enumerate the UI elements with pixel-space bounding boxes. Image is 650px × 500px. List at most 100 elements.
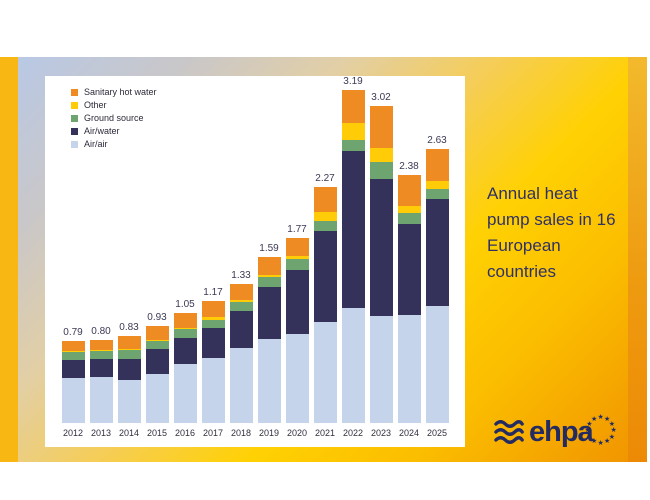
bar-total-label: 1.77 <box>287 224 307 235</box>
bar-total-label: 3.19 <box>343 76 363 87</box>
x-axis-label-2020: 2020 <box>286 428 308 438</box>
legend-label: Other <box>84 100 107 110</box>
legend-swatch-icon <box>71 128 78 135</box>
x-axis-label-2017: 2017 <box>202 428 224 438</box>
card-right-orange-strip <box>628 57 647 462</box>
eu-stars-circle-icon: ★ ★ ★ ★ ★ ★ ★ ★ ★ ★ ★ ★ <box>583 412 619 448</box>
x-axis-label-2023: 2023 <box>370 428 392 438</box>
segment-air-water-2023 <box>369 179 393 316</box>
segment-other-2016 <box>173 328 197 329</box>
bar-total-label: 3.02 <box>371 92 391 103</box>
segment-air-water-2015 <box>145 349 169 374</box>
x-axis-label-2015: 2015 <box>146 428 168 438</box>
triple-wave-icon <box>494 420 524 444</box>
segment-ground-source-2014 <box>117 350 141 359</box>
bar-total-label: 0.80 <box>91 326 111 337</box>
bar-total-label: 1.05 <box>175 299 195 310</box>
bar-2019: 1.59 <box>255 76 283 423</box>
segment-sanitary-hot-water-2020 <box>285 238 309 256</box>
bar-2022: 3.19 <box>339 76 367 423</box>
segment-ground-source-2019 <box>257 277 281 287</box>
segment-air-water-2020 <box>285 270 309 334</box>
bar-2024: 2.38 <box>395 76 423 423</box>
x-axis-label-2021: 2021 <box>314 428 336 438</box>
segment-ground-source-2022 <box>341 140 365 151</box>
segment-other-2018 <box>229 300 253 302</box>
segment-other-2023 <box>369 148 393 162</box>
segment-sanitary-hot-water-2018 <box>229 284 253 300</box>
legend-label: Ground source <box>84 113 144 123</box>
segment-sanitary-hot-water-2017 <box>201 301 225 317</box>
segment-other-2015 <box>145 340 169 341</box>
segment-air-water-2016 <box>173 338 197 364</box>
segment-air-water-2019 <box>257 287 281 339</box>
bar-2023: 3.02 <box>367 76 395 423</box>
star-icon: ★ <box>584 427 591 434</box>
segment-air-water-2014 <box>117 359 141 380</box>
segment-air-water-2024 <box>397 224 421 315</box>
legend-swatch-icon <box>71 102 78 109</box>
segment-other-2012 <box>61 351 85 352</box>
bar-2017: 1.17 <box>199 76 227 423</box>
segment-ground-source-2012 <box>61 352 85 360</box>
segment-other-2019 <box>257 275 281 277</box>
segment-other-2025 <box>425 181 449 189</box>
segment-air-water-2021 <box>313 231 337 322</box>
segment-sanitary-hot-water-2014 <box>117 336 141 349</box>
segment-ground-source-2023 <box>369 162 393 179</box>
segment-sanitary-hot-water-2023 <box>369 106 393 148</box>
segment-ground-source-2024 <box>397 213 421 224</box>
star-icon: ★ <box>604 415 611 423</box>
bar-total-label: 1.59 <box>259 243 279 254</box>
segment-air-air-2016 <box>173 364 197 423</box>
bar-2025: 2.63 <box>423 76 451 423</box>
legend-swatch-icon <box>71 115 78 122</box>
bar-2016: 1.05 <box>171 76 199 423</box>
star-icon: ★ <box>586 433 593 441</box>
bar-total-label: 1.33 <box>231 270 251 281</box>
segment-air-water-2018 <box>229 311 253 348</box>
segment-sanitary-hot-water-2021 <box>313 187 337 212</box>
bar-2014: 0.83 <box>115 76 143 423</box>
bar-total-label: 0.93 <box>147 312 167 323</box>
infographic-card: Sanitary hot water Other Ground source Air/… <box>0 57 647 462</box>
x-axis-label-2024: 2024 <box>398 428 420 438</box>
x-axis-label-2022: 2022 <box>342 428 364 438</box>
legend-label: Sanitary hot water <box>84 87 157 97</box>
segment-air-air-2022 <box>341 308 365 423</box>
chart-legend: Sanitary hot water Other Ground source Air/… <box>71 88 157 149</box>
segment-other-2021 <box>313 212 337 221</box>
segment-ground-source-2013 <box>89 351 113 359</box>
bar-total-label: 0.79 <box>63 327 83 338</box>
bar-total-label: 2.27 <box>315 173 335 184</box>
segment-air-water-2013 <box>89 359 113 377</box>
star-icon: ★ <box>608 420 616 428</box>
legend-swatch-icon <box>71 141 78 148</box>
star-icon: ★ <box>597 440 604 447</box>
legend-item-other: Other <box>71 101 157 110</box>
segment-air-air-2012 <box>61 378 85 423</box>
page-title: Annual heat pump sales in 16 European co… <box>487 184 616 281</box>
legend-item-air-air: Air/air <box>71 140 157 149</box>
chart-panel: Sanitary hot water Other Ground source Air/… <box>45 76 465 447</box>
segment-air-air-2025 <box>425 306 449 423</box>
segment-ground-source-2016 <box>173 329 197 338</box>
bar-total-label: 2.38 <box>399 161 419 172</box>
x-axis-label-2013: 2013 <box>90 428 112 438</box>
segment-ground-source-2021 <box>313 221 337 231</box>
segment-sanitary-hot-water-2025 <box>425 149 449 181</box>
segment-sanitary-hot-water-2016 <box>173 313 197 328</box>
segment-sanitary-hot-water-2013 <box>89 340 113 350</box>
segment-other-2013 <box>89 350 113 351</box>
segment-air-air-2014 <box>117 380 141 423</box>
segment-air-water-2022 <box>341 151 365 308</box>
segment-ground-source-2020 <box>285 259 309 270</box>
legend-label: Air/water <box>84 126 120 136</box>
segment-air-air-2017 <box>201 358 225 423</box>
segment-other-2017 <box>201 317 225 320</box>
legend-item-air-water: Air/water <box>71 127 157 136</box>
x-axis-label-2012: 2012 <box>62 428 84 438</box>
bar-2018: 1.33 <box>227 76 255 423</box>
segment-other-2022 <box>341 123 365 140</box>
segment-air-water-2025 <box>425 199 449 306</box>
